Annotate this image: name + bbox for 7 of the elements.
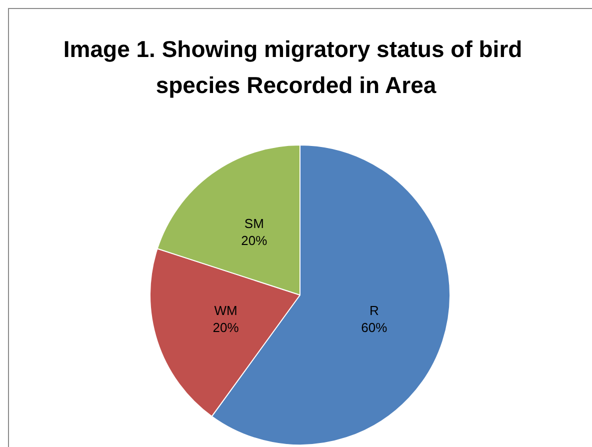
data-label: 60% bbox=[361, 320, 388, 336]
chart-title: Image 1. Showing migratory status of bird species Recorded in Area bbox=[63, 36, 529, 98]
data-label: 20% bbox=[212, 320, 240, 336]
slice-label: WM bbox=[214, 303, 238, 318]
slice-label: R bbox=[369, 303, 379, 318]
data-label: 20% bbox=[241, 232, 268, 248]
slice-label: SM bbox=[244, 216, 264, 231]
